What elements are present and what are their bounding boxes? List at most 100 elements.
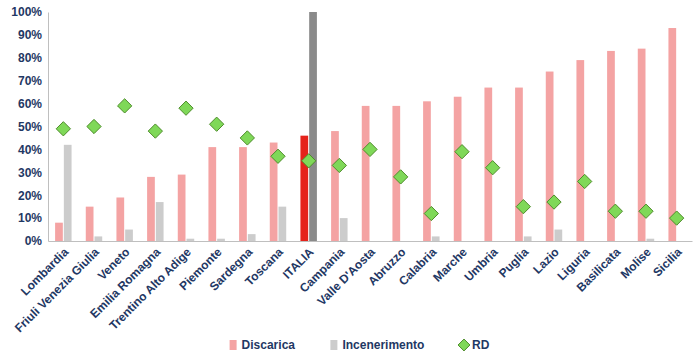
marker xyxy=(639,204,653,218)
x-tick: Basilicata xyxy=(574,241,624,295)
y-tick: 60% xyxy=(18,97,48,111)
y-tick-label: 60% xyxy=(18,97,42,111)
bar xyxy=(668,28,676,241)
y-axis-line xyxy=(48,13,49,242)
x-tick-label: Calabria xyxy=(396,245,440,289)
bar xyxy=(616,241,624,242)
marker xyxy=(608,204,622,218)
bar xyxy=(208,147,216,241)
x-tick-label: Molise xyxy=(618,245,655,282)
bar-series xyxy=(64,12,654,241)
bar xyxy=(309,12,317,241)
marker xyxy=(179,101,193,115)
marker xyxy=(547,195,561,209)
x-tick: Umbria xyxy=(461,241,500,284)
bar xyxy=(64,145,72,241)
y-tick-label: 50% xyxy=(18,120,42,134)
bar xyxy=(86,207,94,241)
legend-item: RD xyxy=(458,338,490,352)
bar xyxy=(454,97,462,241)
legend-label: Incenerimento xyxy=(342,338,424,352)
bar xyxy=(125,230,133,241)
legend-swatch xyxy=(230,340,237,350)
x-tick-label: Sicilia xyxy=(650,245,685,280)
bar xyxy=(248,234,256,241)
x-axis: LombardiaFriuli Venezia GiuliaVenetoEmil… xyxy=(12,241,693,335)
marker xyxy=(363,142,377,156)
bar xyxy=(331,131,339,241)
y-tick: 80% xyxy=(18,51,48,65)
x-tick-label: Puglia xyxy=(496,245,532,281)
x-tick: Puglia xyxy=(496,241,532,280)
marker-series xyxy=(56,99,684,225)
marker xyxy=(87,119,101,133)
bar xyxy=(515,88,523,241)
bar xyxy=(156,202,164,241)
bar xyxy=(555,230,563,241)
y-tick: 90% xyxy=(18,28,48,42)
chart: 0% 10% 20% 30% 40% 50% 60% 70% 80% 90% 100% Lombard… xyxy=(0,0,700,359)
bar xyxy=(546,72,554,241)
marker xyxy=(394,170,408,184)
marker xyxy=(455,145,469,159)
x-tick-label: Toscana xyxy=(242,245,286,289)
y-tick: 100% xyxy=(11,5,48,19)
marker xyxy=(240,131,254,145)
y-tick-label: 30% xyxy=(18,166,42,180)
bar xyxy=(217,239,225,241)
marker xyxy=(271,149,285,163)
bar xyxy=(677,241,685,242)
bar xyxy=(147,177,155,241)
y-tick-label: 70% xyxy=(18,74,42,88)
bar xyxy=(493,241,501,242)
bar xyxy=(340,218,348,241)
y-tick-label: 20% xyxy=(18,189,42,203)
bar xyxy=(524,236,532,241)
x-tick: Molise xyxy=(618,241,655,281)
marker xyxy=(210,117,224,131)
y-tick-label: 40% xyxy=(18,143,42,157)
x-tick-label: Umbria xyxy=(461,245,500,284)
x-tick-label: Sardegna xyxy=(207,245,256,294)
y-tick-label: 0% xyxy=(25,234,43,248)
bar-series xyxy=(55,28,676,241)
bar xyxy=(576,60,584,241)
y-axis: 0% 10% 20% 30% 40% 50% 60% 70% 80% 90% 100% xyxy=(11,5,48,248)
y-tick: 40% xyxy=(18,143,48,157)
x-axis-line xyxy=(49,241,693,242)
y-tick: 50% xyxy=(18,120,48,134)
marker xyxy=(424,206,438,220)
y-tick-label: 100% xyxy=(11,5,42,19)
legend-swatch xyxy=(330,340,337,350)
y-tick-label: 90% xyxy=(18,28,42,42)
x-tick-label: Marche xyxy=(430,245,470,285)
x-tick: Calabria xyxy=(396,241,440,288)
legend-swatch xyxy=(458,339,470,351)
bar xyxy=(585,241,593,242)
y-tick: 10% xyxy=(18,211,48,225)
y-tick-label: 10% xyxy=(18,211,42,225)
y-tick: 0% xyxy=(25,234,48,248)
bar xyxy=(300,136,308,241)
y-tick: 70% xyxy=(18,74,48,88)
marker xyxy=(302,154,316,168)
marker xyxy=(670,211,684,225)
bar xyxy=(362,106,370,241)
bar xyxy=(116,197,124,241)
marks xyxy=(55,12,684,241)
legend-label: Discarica xyxy=(242,338,296,352)
marker xyxy=(578,174,592,188)
bar xyxy=(432,236,440,241)
legend-label: RD xyxy=(472,338,490,352)
x-tick: Friuli Venezia Giulia xyxy=(12,241,102,335)
bar xyxy=(55,223,63,241)
bar xyxy=(423,101,431,241)
bar xyxy=(187,239,195,241)
marker xyxy=(516,200,530,214)
x-tick-label: Friuli Venezia Giulia xyxy=(12,245,102,335)
bar xyxy=(401,241,409,242)
bar xyxy=(95,236,103,241)
bar xyxy=(463,241,471,242)
plot: 0% 10% 20% 30% 40% 50% 60% 70% 80% 90% 100% Lombard… xyxy=(11,5,692,335)
marker xyxy=(332,158,346,172)
